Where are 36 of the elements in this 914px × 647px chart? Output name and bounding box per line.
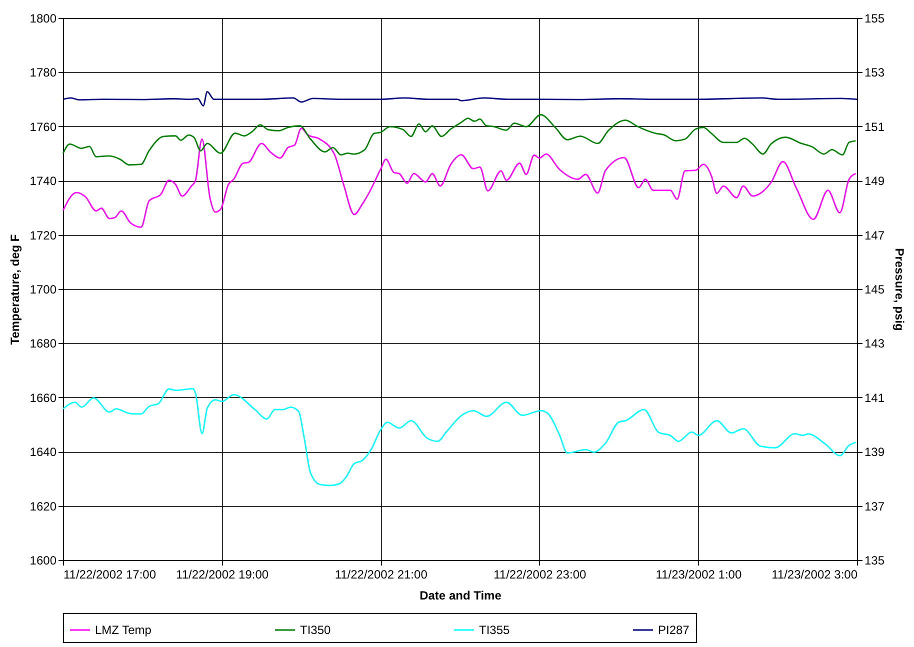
y-tick-label: 1600 bbox=[30, 554, 57, 568]
y2-tick-label: 145 bbox=[864, 282, 885, 296]
y2-axis-title: Pressure, psig bbox=[892, 248, 907, 331]
y-tick-label: 1620 bbox=[30, 499, 57, 514]
y-tick-label: 1760 bbox=[30, 120, 57, 134]
y2-tick-label: 141 bbox=[864, 390, 885, 405]
x-tick-label: 11/22/2002 21:00 bbox=[334, 568, 428, 582]
legend-label: PI287 bbox=[658, 623, 690, 637]
x-axis-title: Date and Time bbox=[420, 588, 502, 602]
y2-tick-label: 139 bbox=[864, 445, 885, 460]
y-axis-title: Temperature, deg F bbox=[8, 234, 22, 345]
x-tick-label: 11/22/2002 17:00 bbox=[64, 568, 156, 582]
legend-label: LMZ Temp bbox=[95, 623, 152, 637]
y-tick-label: 1660 bbox=[30, 390, 57, 405]
y-tick-label: 1680 bbox=[30, 336, 57, 351]
legend-label: TI355 bbox=[479, 623, 510, 637]
y-tick-label: 1700 bbox=[30, 282, 57, 296]
y2-tick-label: 151 bbox=[864, 120, 885, 134]
y2-tick-label: 143 bbox=[864, 336, 885, 351]
legend-label: TI350 bbox=[300, 623, 332, 637]
x-tick-label: 11/22/2002 19:00 bbox=[176, 568, 269, 582]
y-tick-label: 1800 bbox=[30, 12, 57, 26]
y-tick-label: 1720 bbox=[30, 228, 57, 242]
y-tick-label: 1780 bbox=[30, 66, 57, 80]
y2-tick-label: 153 bbox=[864, 66, 885, 80]
y-tick-label: 1740 bbox=[30, 174, 57, 188]
y2-tick-label: 155 bbox=[864, 12, 885, 26]
y2-tick-label: 135 bbox=[864, 554, 885, 568]
line-series bbox=[62, 91, 858, 107]
y2-tick-label: 137 bbox=[864, 499, 885, 514]
y2-tick-label: 147 bbox=[864, 228, 885, 242]
y-tick-label: 1640 bbox=[30, 445, 57, 460]
x-tick-label: 11/22/2002 23:00 bbox=[494, 568, 586, 582]
y2-tick-label: 149 bbox=[864, 174, 885, 188]
x-tick-label: 11/23/2002 1:00 bbox=[656, 568, 742, 582]
x-tick-label: 11/23/2002 3:00 bbox=[772, 568, 858, 582]
